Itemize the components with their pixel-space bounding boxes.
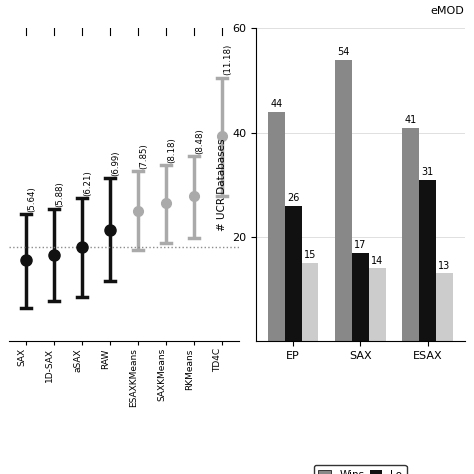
Text: 44: 44 [270,99,283,109]
Bar [436,273,453,341]
Bar [419,180,436,341]
Text: (7.85): (7.85) [139,144,148,169]
Text: (6.21): (6.21) [83,170,92,196]
Text: 41: 41 [405,115,417,125]
Bar [402,128,419,341]
Text: 54: 54 [337,47,350,57]
Bar [301,263,319,341]
Legend: Wins, Lo: Wins, Lo [314,465,407,474]
Text: 13: 13 [438,261,450,271]
Bar [335,60,352,341]
Bar [268,112,285,341]
Bar [352,253,369,341]
Text: (5.64): (5.64) [27,186,36,212]
Text: 15: 15 [304,250,316,261]
Text: eMOD: eMOD [431,6,465,16]
Text: 26: 26 [287,193,299,203]
Text: (5.88): (5.88) [55,182,64,207]
Bar [369,268,385,341]
Y-axis label: # UCR Databases: # UCR Databases [217,138,227,231]
Text: 17: 17 [354,240,366,250]
Text: (6.99): (6.99) [111,150,120,176]
Text: (8.48): (8.48) [195,128,204,154]
Text: 14: 14 [371,255,383,265]
Text: 31: 31 [421,167,434,177]
Bar [285,206,301,341]
Text: (11.18): (11.18) [223,44,232,75]
Text: (8.18): (8.18) [167,137,176,163]
